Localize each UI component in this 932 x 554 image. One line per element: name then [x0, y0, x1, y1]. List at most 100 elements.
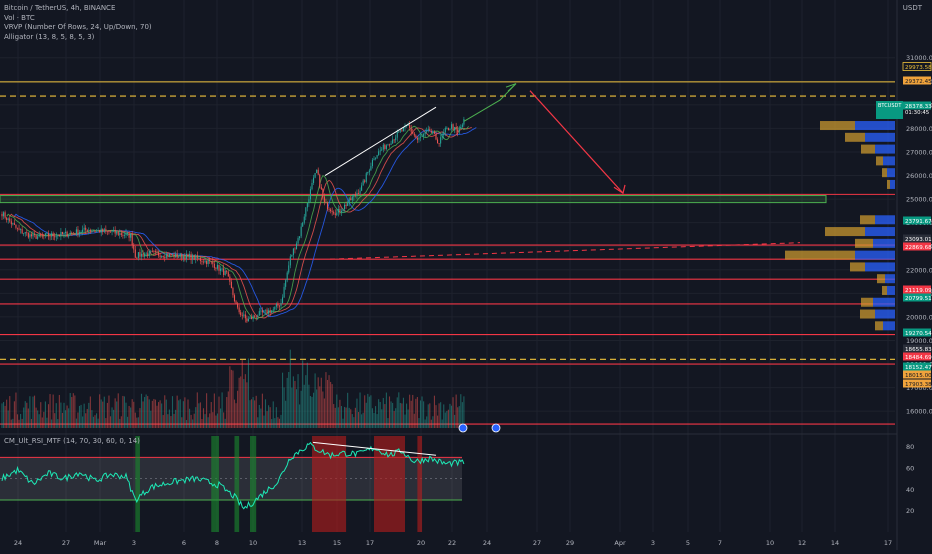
- candle-body: [221, 268, 223, 270]
- volume-bar: [461, 402, 463, 428]
- candle-body: [176, 253, 178, 258]
- vp-down-bar: [882, 285, 887, 295]
- candle-body: [278, 305, 280, 307]
- candle-body: [134, 249, 136, 258]
- candle-body: [151, 250, 153, 252]
- volume-bar: [449, 403, 451, 428]
- volume-bar: [342, 418, 344, 428]
- volume-bar: [264, 399, 267, 428]
- volume-bar: [387, 418, 389, 428]
- candle-body: [395, 137, 397, 141]
- candle-body: [269, 310, 271, 314]
- vp-down-bar: [845, 132, 865, 142]
- volume-bar: [55, 403, 57, 428]
- volume-bar: [213, 393, 215, 428]
- rsi-tick-label: 80: [906, 443, 914, 451]
- volume-bar: [463, 396, 465, 428]
- candle-body: [271, 310, 273, 314]
- volume-bar: [105, 418, 107, 428]
- volume-bar: [433, 395, 435, 428]
- price-label-bg: [903, 76, 931, 85]
- volume-bar: [269, 407, 271, 428]
- price-tag-countdown: 01:30:45: [905, 110, 929, 116]
- candle-body: [162, 255, 164, 258]
- candle-body: [401, 130, 403, 132]
- volume-bar: [292, 376, 294, 428]
- volume-bar: [139, 408, 141, 428]
- candle-body: [109, 231, 112, 233]
- candle-body: [145, 253, 147, 255]
- trendline-dashed: [329, 242, 801, 260]
- volume-bar: [362, 412, 364, 428]
- candle-body: [294, 248, 296, 250]
- alligator-line: [9, 126, 472, 319]
- volume-bar: [156, 405, 158, 428]
- rsi-tick-label: 40: [906, 486, 914, 494]
- candle-body: [29, 234, 31, 238]
- price-tick-label: 19000.00: [906, 337, 932, 345]
- candle-body: [37, 236, 39, 239]
- volume-bar: [83, 403, 85, 428]
- volume-bar: [99, 394, 101, 428]
- volume-bar: [103, 396, 105, 428]
- volume-bar: [446, 410, 448, 428]
- candle-body: [206, 260, 208, 265]
- legend-vrvp[interactable]: VRVP (Number Of Rows, 24, Up/Down, 70): [4, 23, 152, 31]
- price-tick-label: 25000.00: [906, 196, 932, 204]
- candles: [1, 116, 465, 324]
- alligator-line: [14, 127, 477, 318]
- rsi-line: [1, 441, 465, 510]
- volume-bar: [192, 419, 194, 428]
- candle-body: [60, 231, 62, 237]
- candle-body: [337, 209, 339, 213]
- volume-bar: [206, 393, 208, 428]
- volume-bar: [309, 396, 311, 428]
- candle-body: [18, 228, 20, 230]
- candle-body: [268, 310, 270, 314]
- down-arrow: [529, 90, 624, 194]
- candle-body: [368, 170, 370, 172]
- candle-body: [370, 166, 372, 171]
- volume-bar: [153, 398, 155, 428]
- volume-bar: [359, 392, 361, 428]
- volume-bar: [32, 396, 34, 428]
- candle-body: [86, 229, 88, 232]
- candle-body: [213, 263, 215, 268]
- candle-body: [362, 180, 364, 186]
- price-tick-label: 22000.00: [906, 266, 932, 274]
- candle-body: [43, 235, 45, 236]
- vp-down-bar: [850, 262, 865, 272]
- legend-volume[interactable]: Vol · BTC: [4, 13, 35, 22]
- volume-bar: [328, 375, 330, 428]
- time-tick-label: 27: [533, 539, 541, 547]
- volume-bar: [409, 394, 411, 428]
- candle-body: [54, 236, 56, 238]
- candle-body: [282, 297, 284, 304]
- volume-bar: [438, 403, 440, 428]
- currency-label: USDT: [902, 4, 922, 12]
- volume-bar: [450, 405, 453, 428]
- candle-body: [457, 129, 459, 133]
- rsi-legend[interactable]: CM_Ult_RSI_MTF (14, 70, 30, 60, 0, 14): [4, 437, 140, 445]
- volume-bar: [82, 416, 84, 428]
- price-tick-label: 26000.00: [906, 172, 932, 180]
- volume-bar: [97, 418, 99, 428]
- candle-body: [26, 231, 28, 233]
- time-tick-label: 24: [483, 539, 491, 547]
- volume-bar: [159, 400, 161, 428]
- legend-title[interactable]: Bitcoin / TetherUS, 4h, BINANCE: [4, 4, 116, 12]
- legend-alligator[interactable]: Alligator (13, 8, 5, 8, 5, 3): [4, 32, 95, 41]
- candle-body: [426, 130, 428, 132]
- price-label: 21119.09: [905, 288, 932, 294]
- candle-body: [237, 303, 239, 308]
- candle-body: [390, 143, 392, 145]
- volume-bar: [396, 397, 398, 428]
- candle-body: [69, 232, 71, 235]
- candle-body: [344, 204, 346, 210]
- candle-body: [295, 243, 298, 250]
- rsi-divergence-line: [312, 441, 437, 456]
- candle-body: [373, 158, 375, 160]
- candle-body: [399, 130, 401, 132]
- candle-body: [244, 314, 246, 319]
